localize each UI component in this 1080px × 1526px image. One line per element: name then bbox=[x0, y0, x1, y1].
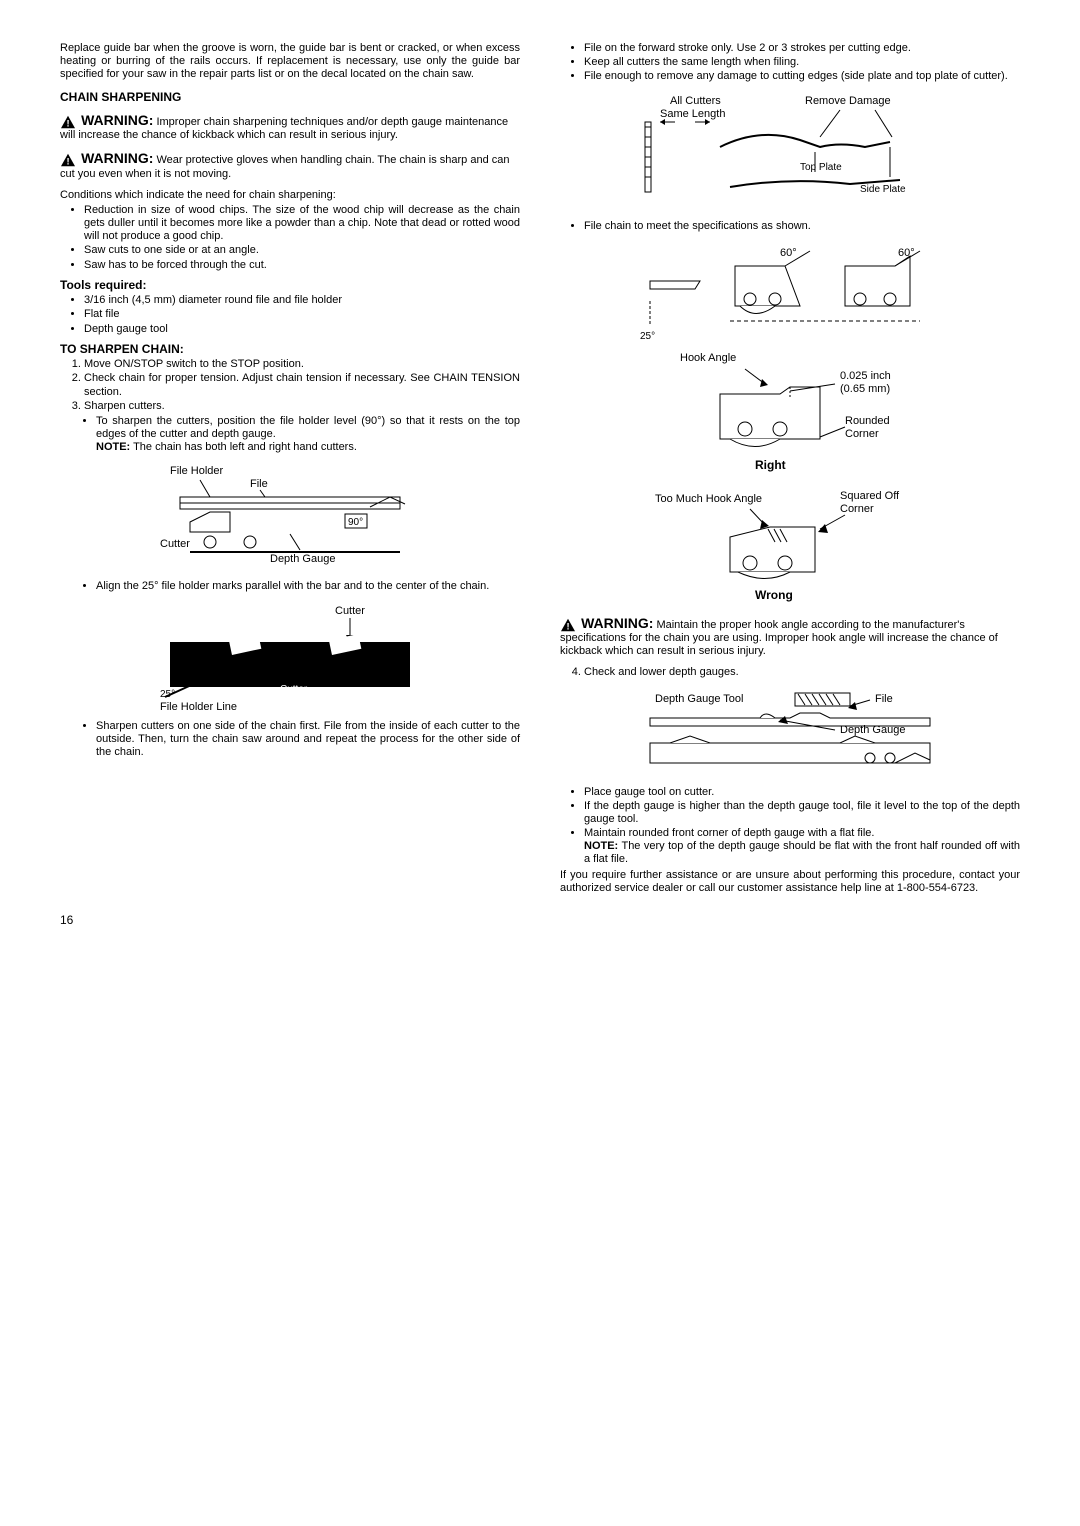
col2-final-bullets: Place gauge tool on cutter. If the depth… bbox=[560, 786, 1020, 867]
list-item: Sharpen cutters. bbox=[84, 400, 520, 413]
list-item: Flat file bbox=[84, 308, 520, 321]
svg-text:Top Plate: Top Plate bbox=[800, 162, 842, 173]
list-item: Move ON/STOP switch to the STOP position… bbox=[84, 358, 520, 371]
note-text: The chain has both left and right hand c… bbox=[130, 441, 357, 453]
svg-text:0.025 inch: 0.025 inch bbox=[840, 370, 891, 382]
step3-sub1-text: To sharpen the cutters, position the fil… bbox=[96, 415, 520, 440]
svg-text:Depth Gauge Tool: Depth Gauge Tool bbox=[655, 693, 743, 705]
step4-list: Check and lower depth gauges. bbox=[560, 666, 1020, 679]
svg-text:90°: 90° bbox=[348, 517, 363, 528]
svg-text:Right: Right bbox=[755, 458, 786, 472]
warning-triangle-icon: ! bbox=[60, 115, 76, 129]
svg-text:File: File bbox=[875, 693, 893, 705]
col2-file-chain: File chain to meet the specifications as… bbox=[560, 220, 1020, 233]
svg-text:60°: 60° bbox=[780, 247, 797, 259]
svg-text:Wrong: Wrong bbox=[755, 588, 793, 602]
warning-1-label: WARNING: bbox=[81, 112, 153, 128]
svg-text:Depth Gauge: Depth Gauge bbox=[270, 553, 335, 565]
depth-gauge-tool-diagram: Depth Gauge Tool File Depth Gauge bbox=[560, 688, 1020, 778]
svg-text:Corner: Corner bbox=[840, 503, 874, 515]
list-item: If the depth gauge is higher than the de… bbox=[584, 800, 1020, 826]
list-item: Keep all cutters the same length when fi… bbox=[584, 56, 1020, 69]
note-label: NOTE: bbox=[96, 441, 130, 453]
bullet-text: Maintain rounded front corner of depth g… bbox=[584, 827, 874, 839]
conditions-list: Reduction in size of wood chips. The siz… bbox=[60, 204, 520, 272]
col2-bullets: File on the forward stroke only. Use 2 o… bbox=[560, 42, 1020, 84]
svg-text:!: ! bbox=[66, 157, 69, 167]
svg-text:!: ! bbox=[66, 119, 69, 129]
hook-angle-right-diagram: Hook Angle 0.025 inch (0.65 mm) Rounded … bbox=[560, 349, 1020, 479]
list-item: Check and lower depth gauges. bbox=[584, 666, 1020, 679]
intro-paragraph: Replace guide bar when the groove is wor… bbox=[60, 42, 520, 82]
list-item: 3/16 inch (4,5 mm) diameter round file a… bbox=[84, 294, 520, 307]
step3-sublist: To sharpen the cutters, position the fil… bbox=[60, 415, 520, 455]
warning-3-label: WARNING: bbox=[581, 615, 653, 631]
sharpen-steps: Move ON/STOP switch to the STOP position… bbox=[60, 358, 520, 413]
svg-text:Corner: Corner bbox=[845, 428, 879, 440]
svg-text:Hook Angle: Hook Angle bbox=[680, 352, 736, 364]
warning-triangle-icon: ! bbox=[60, 153, 76, 167]
list-item: Saw cuts to one side or at an angle. bbox=[84, 244, 520, 257]
svg-text:All Cutters: All Cutters bbox=[670, 95, 721, 107]
svg-text:!: ! bbox=[566, 622, 569, 632]
list-item: Maintain rounded front corner of depth g… bbox=[584, 827, 1020, 867]
angles-spec-diagram: 60° 60° 25° bbox=[560, 241, 1020, 341]
cutters-length-diagram: All Cutters Same Length Remove Damage To… bbox=[560, 92, 1020, 212]
list-item: Reduction in size of wood chips. The siz… bbox=[84, 204, 520, 244]
svg-text:Cutter: Cutter bbox=[335, 605, 365, 617]
svg-text:Depth Gauge: Depth Gauge bbox=[840, 724, 905, 736]
chain-sharpening-heading: CHAIN SHARPENING bbox=[60, 90, 520, 104]
warning-3: ! WARNING: Maintain the proper hook angl… bbox=[560, 615, 1020, 659]
conditions-intro: Conditions which indicate the need for c… bbox=[60, 189, 520, 202]
closing-paragraph: If you require further assistance or are… bbox=[560, 869, 1020, 895]
page-number: 16 bbox=[60, 913, 1020, 927]
svg-text:File Holder Line: File Holder Line bbox=[160, 701, 237, 712]
list-item: To sharpen the cutters, position the fil… bbox=[96, 415, 520, 455]
svg-text:Remove Damage: Remove Damage bbox=[805, 95, 891, 107]
file-holder-diagram: File Holder File 90° Cutter Depth Gauge bbox=[60, 462, 520, 572]
svg-text:(0.65 mm): (0.65 mm) bbox=[840, 383, 890, 395]
svg-text:25°: 25° bbox=[640, 331, 655, 341]
tools-list: 3/16 inch (4,5 mm) diameter round file a… bbox=[60, 294, 520, 336]
svg-text:Cutter: Cutter bbox=[160, 538, 190, 550]
list-item: Saw has to be forced through the cut. bbox=[84, 259, 520, 272]
list-item: Place gauge tool on cutter. bbox=[584, 786, 1020, 799]
warning-2-label: WARNING: bbox=[81, 150, 153, 166]
svg-text:25°: 25° bbox=[160, 689, 175, 700]
svg-text:60°: 60° bbox=[898, 247, 915, 259]
list-item: File on the forward stroke only. Use 2 o… bbox=[584, 42, 1020, 55]
hook-angle-wrong-diagram: Too Much Hook Angle Squared Off Corner W… bbox=[560, 487, 1020, 607]
svg-text:File: File bbox=[250, 478, 268, 490]
note-text: The very top of the depth gauge should b… bbox=[584, 840, 1020, 865]
svg-text:Rounded: Rounded bbox=[845, 415, 890, 427]
svg-text:Cutter: Cutter bbox=[280, 684, 308, 695]
svg-text:Side Plate: Side Plate bbox=[860, 184, 906, 195]
sharpen-heading: TO SHARPEN CHAIN: bbox=[60, 342, 520, 356]
label: File Holder bbox=[170, 465, 224, 477]
svg-text:Too Much Hook Angle: Too Much Hook Angle bbox=[655, 493, 762, 505]
list-item: File enough to remove any damage to cutt… bbox=[584, 70, 1020, 83]
tools-heading: Tools required: bbox=[60, 278, 520, 292]
step3-sublist-2: Align the 25° file holder marks parallel… bbox=[60, 580, 520, 593]
step3-sublist-3: Sharpen cutters on one side of the chain… bbox=[60, 720, 520, 760]
note-label: NOTE: bbox=[584, 840, 618, 852]
warning-triangle-icon: ! bbox=[560, 618, 576, 632]
warning-1: ! WARNING: Improper chain sharpening tec… bbox=[60, 112, 520, 142]
list-item: Check chain for proper tension. Adjust c… bbox=[84, 372, 520, 398]
list-item: Depth gauge tool bbox=[84, 323, 520, 336]
warning-2: ! WARNING: Wear protective gloves when h… bbox=[60, 150, 520, 180]
list-item: Align the 25° file holder marks parallel… bbox=[96, 580, 520, 593]
list-item: Sharpen cutters on one side of the chain… bbox=[96, 720, 520, 760]
list-item: File chain to meet the specifications as… bbox=[584, 220, 1020, 233]
svg-text:Squared Off: Squared Off bbox=[840, 490, 900, 502]
svg-text:Same Length: Same Length bbox=[660, 108, 725, 120]
angle-25-diagram: Cutter 25° Cutter File Holder Line bbox=[60, 602, 520, 712]
